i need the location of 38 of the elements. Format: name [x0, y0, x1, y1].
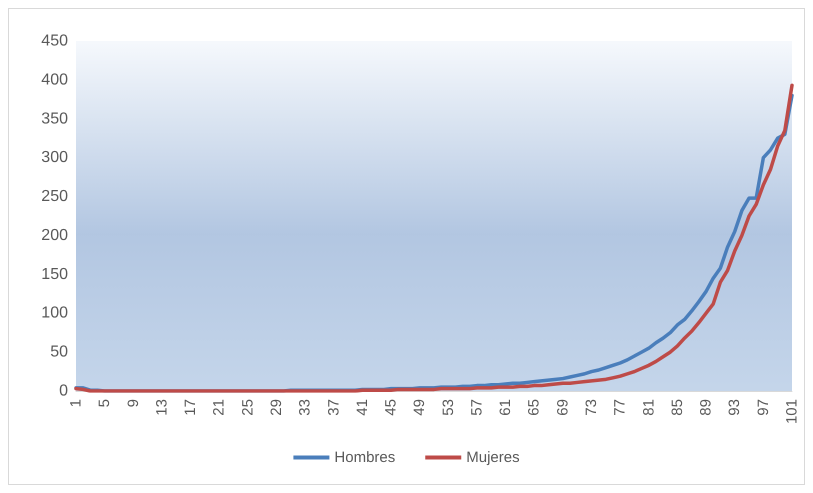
x-tick-label: 65	[526, 399, 543, 416]
x-tick-label: 81	[640, 399, 658, 416]
x-tick-label: 1	[68, 399, 84, 408]
x-tick-label: 61	[497, 399, 514, 416]
x-tick-label: 73	[583, 399, 600, 416]
x-tick-label: 69	[554, 399, 572, 416]
legend-label: Hombres	[334, 449, 396, 466]
y-tick-label: 0	[59, 382, 68, 400]
x-tick-label: 97	[754, 399, 772, 416]
x-tick-label: 85	[668, 399, 686, 416]
x-tick-label: 21	[210, 399, 228, 416]
x-tick-label: 5	[96, 399, 114, 408]
x-tick-label: 37	[325, 399, 342, 416]
x-tick-label: 17	[182, 399, 200, 416]
y-tick-label: 450	[41, 32, 68, 50]
y-tick-label: 100	[41, 304, 68, 322]
x-tick-label: 53	[440, 399, 457, 416]
x-tick-label: 33	[296, 399, 314, 416]
legend-label: Mujeres	[466, 449, 520, 466]
x-tick-label: 101	[784, 399, 800, 424]
x-tick-label: 41	[354, 399, 371, 416]
x-tick-label: 77	[612, 399, 629, 416]
x-tick-label: 49	[411, 399, 428, 416]
y-tick-label: 200	[41, 226, 68, 244]
x-tick-label: 29	[268, 399, 285, 416]
y-tick-label: 150	[41, 266, 68, 283]
y-tick-label: 400	[41, 71, 68, 88]
x-tick-label: 25	[239, 399, 256, 416]
y-tick-label: 300	[41, 149, 68, 166]
y-tick-label: 350	[41, 110, 68, 128]
x-tick-label: 45	[382, 399, 400, 416]
x-tick-label: 57	[468, 399, 486, 416]
y-tick-label: 250	[41, 188, 68, 206]
x-tick-label: 13	[153, 399, 170, 416]
x-tick-label: 93	[726, 399, 744, 416]
x-tick-label: 9	[124, 399, 142, 408]
y-tick-label: 50	[50, 344, 68, 361]
x-tick-label: 89	[698, 399, 715, 416]
